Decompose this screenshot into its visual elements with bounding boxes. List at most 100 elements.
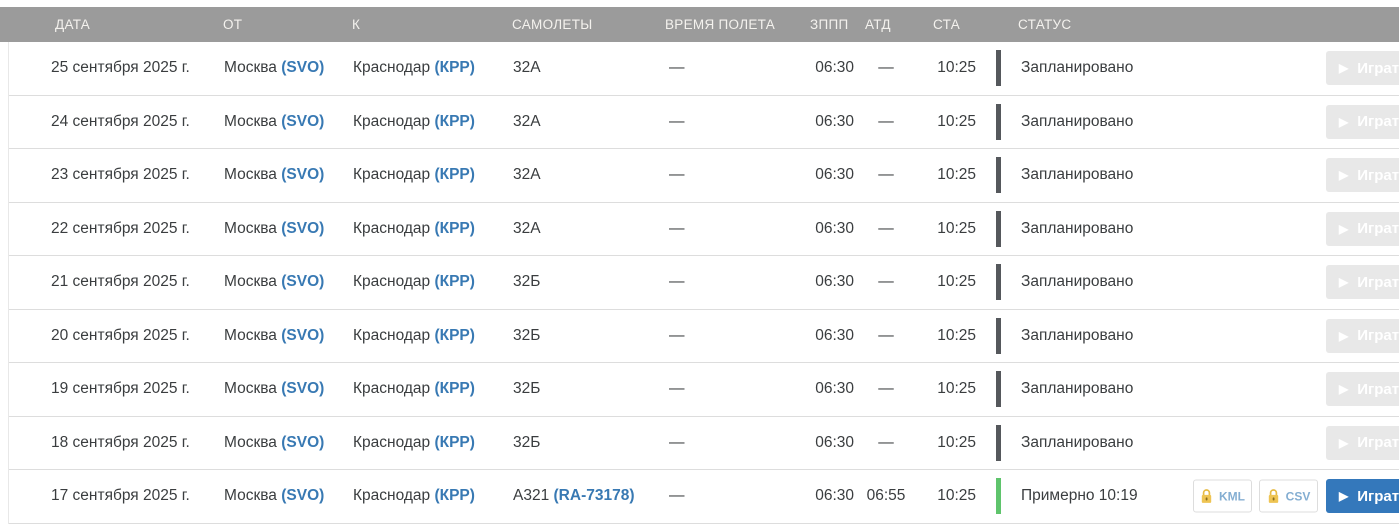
- destination-airport-code-link[interactable]: (КРР): [434, 59, 475, 77]
- cell-scheduled-arrival: 10:25: [937, 487, 976, 505]
- cell-actual-departure: —: [878, 166, 894, 184]
- destination-airport-code-link[interactable]: (КРР): [434, 326, 475, 344]
- table-body: 25 сентября 2025 г. Москва (SVO) Краснод…: [8, 42, 1399, 524]
- play-label: Играть: [1357, 113, 1399, 131]
- cell-aircraft: 32A: [513, 166, 666, 184]
- aircraft-type: 32A: [513, 166, 541, 184]
- play-flight-button[interactable]: ▶ Играть: [1326, 211, 1399, 246]
- cell-flight-time: —: [669, 380, 685, 398]
- status-text: Запланировано: [1021, 433, 1134, 451]
- origin-airport-code-link[interactable]: (SVO): [281, 219, 325, 237]
- cell-date: 22 сентября 2025 г.: [9, 220, 224, 238]
- aircraft-registration-link[interactable]: (RA-73178): [553, 487, 635, 505]
- table-row: 23 сентября 2025 г. Москва (SVO) Краснод…: [9, 149, 1399, 203]
- cell-flight-time: —: [669, 326, 685, 344]
- play-icon: ▶: [1339, 168, 1349, 183]
- cell-destination: Краснодар (КРР): [353, 327, 513, 345]
- kml-download-button[interactable]: KML: [1193, 479, 1252, 513]
- table-row: 24 сентября 2025 г. Москва (SVO) Краснод…: [9, 95, 1399, 149]
- flight-date: 17 сентября 2025 г.: [51, 487, 190, 505]
- cell-scheduled-departure: 06:30: [815, 112, 854, 130]
- cell-aircraft: 32Б: [513, 327, 666, 345]
- play-flight-button[interactable]: ▶ Играть: [1326, 372, 1399, 407]
- status-indicator-bar: [996, 210, 1001, 247]
- cell-origin: Москва (SVO): [224, 113, 353, 131]
- origin-airport-code-link[interactable]: (SVO): [281, 273, 325, 291]
- cell-destination: Краснодар (КРР): [353, 380, 513, 398]
- status-text: Запланировано: [1021, 112, 1134, 130]
- flight-date: 18 сентября 2025 г.: [51, 433, 190, 451]
- table-row: 19 сентября 2025 г. Москва (SVO) Краснод…: [9, 363, 1399, 417]
- destination-city: Краснодар: [353, 380, 431, 398]
- cell-destination: Краснодар (КРР): [353, 273, 513, 291]
- destination-airport-code-link[interactable]: (КРР): [434, 487, 475, 505]
- origin-airport-code-link[interactable]: (SVO): [281, 487, 325, 505]
- origin-airport-code-link[interactable]: (SVO): [281, 166, 325, 184]
- origin-airport-code-link[interactable]: (SVO): [281, 326, 325, 344]
- cell-flight-time: —: [669, 59, 685, 77]
- kml-label: KML: [1219, 489, 1245, 504]
- cell-aircraft: 32Б: [513, 380, 666, 398]
- destination-airport-code-link[interactable]: (КРР): [434, 273, 475, 291]
- destination-airport-code-link[interactable]: (КРР): [434, 433, 475, 451]
- cell-flight-time: —: [669, 273, 685, 291]
- play-flight-button[interactable]: ▶ Играть: [1326, 425, 1399, 460]
- destination-airport-code-link[interactable]: (КРР): [434, 112, 475, 130]
- play-icon: ▶: [1339, 61, 1349, 76]
- aircraft-type: 32A: [513, 112, 541, 130]
- cell-status: Запланировано KML CSV ▶ Играть: [978, 42, 1399, 95]
- cell-scheduled-departure: 06:30: [815, 166, 854, 184]
- cell-destination: Краснодар (КРР): [353, 166, 513, 184]
- cell-flight-time: —: [669, 487, 685, 505]
- play-label: Играть: [1357, 59, 1399, 77]
- origin-city: Москва: [224, 273, 277, 291]
- cell-scheduled-arrival: 10:25: [937, 59, 976, 77]
- play-flight-button[interactable]: ▶ Играть: [1326, 51, 1399, 86]
- origin-airport-code-link[interactable]: (SVO): [281, 112, 325, 130]
- cell-actual-departure: —: [878, 219, 894, 237]
- table-row: 20 сентября 2025 г. Москва (SVO) Краснод…: [9, 309, 1399, 363]
- play-icon: ▶: [1339, 328, 1349, 343]
- play-flight-button[interactable]: ▶ Играть: [1326, 265, 1399, 300]
- cell-actual-departure: —: [878, 380, 894, 398]
- flight-date: 22 сентября 2025 г.: [51, 219, 190, 237]
- lock-icon: [1201, 489, 1212, 504]
- destination-airport-code-link[interactable]: (КРР): [434, 166, 475, 184]
- play-icon: ▶: [1339, 382, 1349, 397]
- origin-airport-code-link[interactable]: (SVO): [281, 380, 325, 398]
- play-flight-button[interactable]: ▶ Играть: [1326, 104, 1399, 139]
- csv-download-button[interactable]: CSV: [1259, 479, 1318, 513]
- origin-airport-code-link[interactable]: (SVO): [281, 59, 325, 77]
- csv-label: CSV: [1285, 489, 1311, 504]
- cell-origin: Москва (SVO): [224, 59, 353, 77]
- aircraft-type: 32Б: [513, 380, 541, 398]
- cell-aircraft: 32Б: [513, 434, 666, 452]
- status-indicator-bar: [996, 157, 1001, 194]
- origin-city: Москва: [224, 326, 277, 344]
- aircraft-type: 32Б: [513, 326, 541, 344]
- cell-origin: Москва (SVO): [224, 434, 353, 452]
- flight-date: 21 сентября 2025 г.: [51, 273, 190, 291]
- destination-city: Краснодар: [353, 59, 431, 77]
- destination-city: Краснодар: [353, 326, 431, 344]
- play-flight-button[interactable]: ▶ Играть: [1326, 158, 1399, 193]
- play-flight-button[interactable]: ▶ Играть: [1326, 318, 1399, 353]
- cell-actual-departure: —: [878, 112, 894, 130]
- cell-origin: Москва (SVO): [224, 220, 353, 238]
- cell-origin: Москва (SVO): [224, 327, 353, 345]
- cell-origin: Москва (SVO): [224, 166, 353, 184]
- cell-scheduled-departure: 06:30: [815, 487, 854, 505]
- destination-airport-code-link[interactable]: (КРР): [434, 380, 475, 398]
- cell-status: Примерно 10:19 KML CSV ▶ Играть: [978, 470, 1399, 523]
- destination-city: Краснодар: [353, 112, 431, 130]
- destination-airport-code-link[interactable]: (КРР): [434, 219, 475, 237]
- origin-airport-code-link[interactable]: (SVO): [281, 433, 325, 451]
- cell-date: 17 сентября 2025 г.: [9, 487, 224, 505]
- cell-actual-departure: —: [878, 59, 894, 77]
- column-header-atd: АТД: [865, 17, 891, 32]
- origin-city: Москва: [224, 219, 277, 237]
- play-flight-button[interactable]: ▶ Играть: [1326, 479, 1399, 514]
- cell-scheduled-departure: 06:30: [815, 326, 854, 344]
- cell-scheduled-departure: 06:30: [815, 59, 854, 77]
- play-icon: ▶: [1339, 221, 1349, 236]
